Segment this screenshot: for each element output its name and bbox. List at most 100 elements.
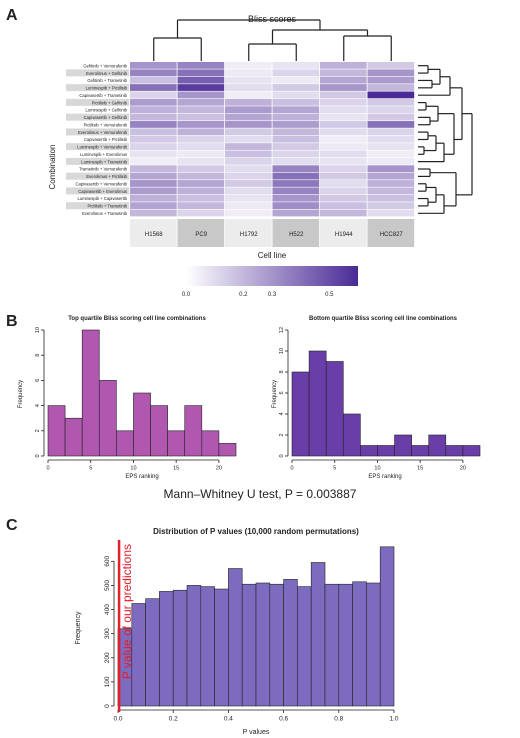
heatmap-cell [130,202,177,209]
y-tick-label: 300 [104,628,111,639]
x-tick-label: 5 [333,466,336,472]
y-tick-label: 100 [104,676,111,687]
heatmap-cell [272,172,320,180]
heatmap-cell [320,202,367,209]
histogram-bar [338,583,353,707]
heatmap-cell [367,187,415,195]
mann-whitney-text: Mann–Whitney U test, P = 0.003887 [164,487,357,501]
histogram-bar [201,430,220,457]
y-tick-label: 8 [35,354,41,357]
heatmap-cell [272,62,320,69]
heatmap-cell [367,98,415,106]
top-quartile-histogram: Top quartile Bliss scoring cell line com… [18,316,237,480]
column-label-box [272,218,320,247]
top-quartile-title: Top quartile Bliss scoring cell line com… [68,316,206,322]
histogram-bar [81,329,100,457]
heatmap-cell [177,157,225,165]
row-label: Trametinib + Vemurafenib [79,167,128,172]
heatmap-cell [225,187,272,195]
histogram-bar [352,581,367,707]
histogram-bar [200,586,215,707]
histogram-bar [184,405,203,457]
heatmap-cell [272,150,320,158]
x-tick-label: 15 [173,466,179,472]
histogram-bar [324,583,340,707]
heatmap-cell [320,91,367,99]
y-tick-label: 6 [279,391,285,394]
column-label-box [177,218,225,247]
heatmap-cell [320,150,367,158]
histogram-bar [462,445,481,457]
row-label: Pictilisib + Vemurafenib [84,122,128,127]
heatmap-cell [177,91,225,99]
histogram-bar [342,413,361,457]
row-label: Luminespib + Pictilisib [86,86,128,91]
column-label: HCC827 [380,232,404,238]
colorbar-tick-label: 0.0 [182,292,191,298]
row-label: Pictilisib + Gefitinib [92,100,128,105]
histogram-bar [159,591,174,707]
histogram-bar [133,392,151,457]
histogram-bar [379,546,395,707]
heatmap-cell [177,113,225,121]
heatmap-cell [130,165,177,173]
heatmap-cell [320,62,367,69]
x-tick-label: 10 [374,466,380,472]
heatmap-cell [177,187,225,195]
heatmap-cell [130,143,177,150]
permutation-xlabel: P values [243,729,270,736]
row-label-shade [66,202,129,210]
row-label-shade [66,157,129,165]
y-tick-label: 2 [35,429,41,432]
histogram-bar [377,445,395,457]
heatmap-cell [130,128,177,136]
heatmap-cell [367,69,415,77]
heatmap-cell [320,135,367,143]
heatmap-cell [225,202,272,209]
histogram-bar [291,371,310,457]
heatmap-cell [367,194,415,202]
heatmap-cell [225,98,272,106]
heatmap-cell [130,62,177,69]
heatmap-cell [367,84,415,91]
y-tick-label: 4 [35,404,41,407]
heatmap-cell [367,202,415,209]
histogram-bar [214,588,229,707]
heatmap-cell [272,113,320,121]
row-label: Everolimus + Vemurafenib [78,130,128,135]
y-tick-label: 10 [35,327,41,333]
heatmap-cell [177,194,225,202]
bottom-quartile-histogram: Bottom quartile Bliss scoring cell line … [272,316,481,480]
heatmap-cell [272,143,320,150]
heatmap-cell [367,209,415,217]
heatmap-cell [177,202,225,209]
histogram-bar [167,430,186,457]
histogram-bar [283,579,298,707]
heatmap-cell [177,150,225,158]
heatmap-cell [367,106,415,114]
x-tick-label: 10 [130,466,136,472]
heatmap-cell [320,165,367,173]
heatmap-cell [177,143,225,150]
histogram-bar [297,586,312,707]
heatmap-cell [130,91,177,99]
heatmap-cell [272,180,320,187]
histogram-bar [116,430,134,457]
heatmap-cell [272,135,320,143]
colorbar-tick-label: 0.5 [325,292,334,298]
heatmap-cell [130,121,177,128]
heatmap-cell [130,113,177,121]
heatmap-cell [130,106,177,114]
y-tick-label: 0 [35,454,41,457]
heatmap-cell [130,157,177,165]
column-label: PC9 [195,232,207,238]
y-tick-label: 400 [104,604,111,615]
heatmap-cell [177,180,225,187]
heatmap-cell [225,180,272,187]
heatmap-cell [130,172,177,180]
heatmap-cell [272,76,320,84]
heatmap-xlabel: Cell line [258,251,287,260]
y-tick-label: 12 [279,327,285,333]
y-tick-label: 200 [104,652,111,663]
